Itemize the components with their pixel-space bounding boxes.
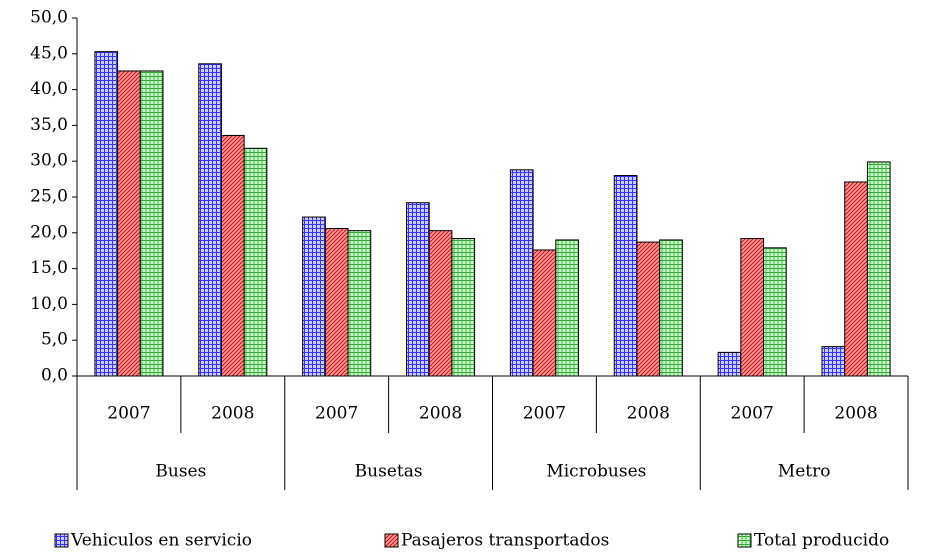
x-tick-label: 2008 [419, 404, 462, 424]
bar [636, 241, 661, 377]
bar [509, 169, 534, 377]
bar [613, 175, 638, 377]
x-tick-label: 2007 [315, 404, 358, 424]
y-tick-label: 5,0 [41, 330, 68, 350]
bar [821, 346, 846, 377]
legend-label: Vehiculos en servicio [70, 531, 252, 551]
bar [302, 216, 326, 377]
bar [347, 230, 372, 377]
y-tick-label: 50,0 [30, 8, 68, 28]
bar [428, 230, 453, 377]
legend-swatch [384, 533, 399, 548]
y-tick-label: 25,0 [30, 187, 68, 207]
legend-label: Pasajeros transportados [401, 531, 609, 551]
bar [406, 202, 430, 377]
y-tick-label: 40,0 [30, 79, 68, 99]
x-tick-label: 2008 [834, 404, 877, 424]
y-tick-label: 15,0 [30, 258, 68, 278]
y-tick-label: 45,0 [30, 43, 68, 63]
x-tick-label: 2008 [211, 404, 254, 424]
bar [763, 247, 787, 377]
bar [844, 181, 868, 377]
bar [717, 351, 742, 377]
group-label: Busetas [355, 462, 423, 482]
y-tick-label: 35,0 [30, 115, 68, 135]
x-tick-label: 2007 [731, 404, 774, 424]
bar [659, 239, 683, 377]
group-label: Metro [778, 462, 831, 482]
x-tick-label: 2008 [627, 404, 670, 424]
bar [117, 70, 141, 377]
bar [532, 249, 557, 377]
bar [451, 238, 476, 377]
bar [324, 228, 349, 377]
bar [243, 147, 268, 377]
legend-swatch [737, 533, 752, 548]
bar [740, 238, 765, 377]
bar [866, 161, 891, 377]
group-label: Microbuses [546, 462, 646, 482]
y-tick-label: 0,0 [41, 366, 68, 386]
y-tick-label: 30,0 [30, 151, 68, 171]
bar [555, 239, 579, 377]
y-tick-label: 10,0 [30, 294, 68, 314]
bar [220, 134, 245, 377]
x-tick-label: 2007 [107, 404, 150, 424]
y-tick-label: 20,0 [30, 222, 68, 242]
legend-swatch [54, 533, 69, 548]
bar [139, 70, 164, 377]
legend-label: Total producido [754, 531, 889, 551]
x-tick-label: 2007 [523, 404, 566, 424]
bar [94, 51, 119, 377]
bar [198, 63, 222, 377]
group-label: Buses [155, 462, 206, 482]
